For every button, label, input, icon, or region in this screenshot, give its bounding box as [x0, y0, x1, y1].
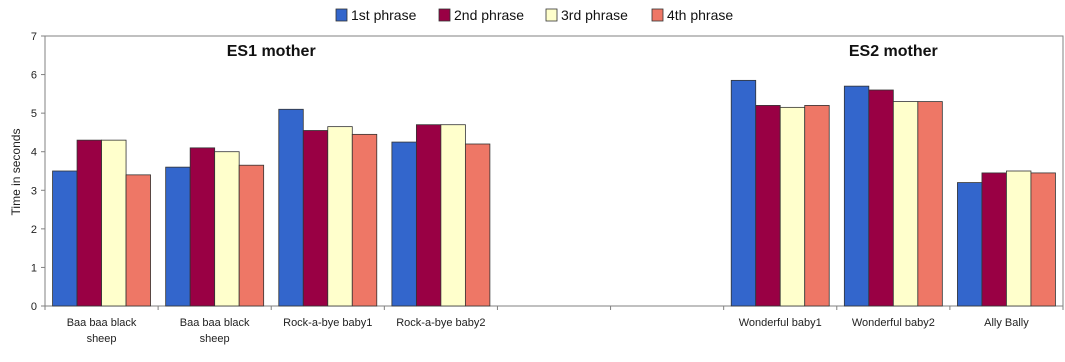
bar	[189, 147, 216, 307]
legend-label: 2nd phrase	[454, 7, 524, 23]
bar	[101, 139, 127, 307]
y-tick-label: 6	[31, 70, 37, 82]
bar	[52, 170, 78, 307]
legend-label: 3rd phrase	[561, 7, 628, 23]
bars	[52, 79, 1056, 307]
bar	[730, 79, 757, 307]
legend-label: 4th phrase	[667, 7, 733, 23]
x-tick-label: Wonderful baby2	[852, 317, 935, 329]
bar	[957, 182, 983, 307]
bar	[917, 101, 943, 307]
y-tick-label: 5	[31, 108, 37, 120]
labels: 0 1 2 3 4 5 6 7 Baa baa black sheep Baa baa black s…	[31, 31, 1029, 345]
bar	[351, 133, 378, 307]
bar	[779, 106, 806, 307]
bar	[327, 126, 353, 307]
bar	[76, 139, 102, 307]
x-tick-label: sheep	[87, 333, 117, 345]
group-title: ES1 mother	[227, 43, 316, 60]
bar	[804, 105, 830, 307]
x-tick-label: Wonderful baby1	[739, 317, 822, 329]
group-title: ES2 mother	[849, 43, 938, 60]
bar	[981, 172, 1007, 307]
bar	[278, 108, 304, 307]
legend-swatch	[651, 8, 664, 22]
bar	[214, 151, 240, 307]
bar	[391, 141, 417, 307]
legend: 1st phrase 2nd phrase 3rd phrase 4th phrase	[335, 7, 733, 23]
bar	[755, 105, 781, 307]
y-tick-label: 2	[31, 224, 37, 236]
x-tick-label: Rock-a-bye baby2	[396, 317, 485, 329]
bar	[1030, 172, 1056, 307]
bar	[415, 124, 442, 307]
legend-swatch	[335, 8, 348, 22]
legend-swatch	[545, 8, 558, 22]
bar	[302, 130, 329, 307]
bar	[440, 124, 466, 307]
y-tick-label: 4	[31, 147, 37, 159]
legend-label: 1st phrase	[351, 7, 417, 23]
y-tick-label: 3	[31, 185, 37, 197]
x-tick-label: sheep	[200, 333, 230, 345]
bar	[238, 164, 265, 307]
y-tick-label: 7	[31, 31, 37, 43]
y-axis-label: Time in seconds	[9, 129, 23, 216]
legend-swatch	[438, 8, 451, 22]
y-tick-label: 0	[31, 301, 37, 313]
bar	[125, 174, 151, 307]
x-tick-label: Ally Bally	[984, 317, 1029, 329]
x-tick-label: Baa baa black	[180, 317, 250, 329]
x-tick-label: Rock-a-bye baby1	[283, 317, 372, 329]
x-tick-label: Baa baa black	[67, 317, 137, 329]
bar	[464, 143, 491, 307]
bar	[1006, 170, 1032, 307]
bar	[868, 89, 894, 307]
bar	[892, 101, 919, 307]
y-tick-label: 1	[31, 262, 37, 274]
bar	[843, 85, 870, 307]
bar	[165, 166, 191, 307]
